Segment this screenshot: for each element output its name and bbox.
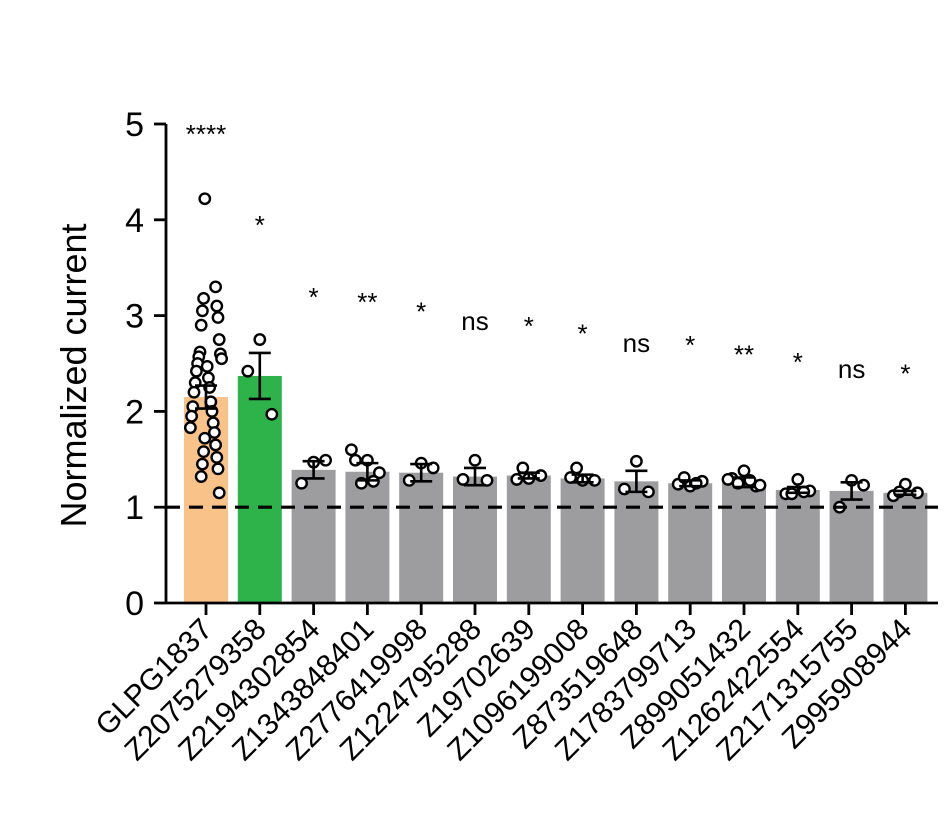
data-point xyxy=(185,409,199,423)
data-point xyxy=(911,486,924,500)
data-point xyxy=(194,470,208,483)
data-point xyxy=(211,462,225,476)
significance-label-Z1343848401: ** xyxy=(357,287,377,317)
y-tick-label: 5 xyxy=(125,106,144,144)
significance-label-GLPG1837: **** xyxy=(186,119,226,149)
data-point xyxy=(456,473,470,486)
bar-Z873519648 xyxy=(614,481,659,603)
significance-label-Z2171315755: ns xyxy=(838,354,865,384)
data-point xyxy=(253,333,267,346)
significance-label-Z1783799713: * xyxy=(685,330,695,360)
y-tick-label: 3 xyxy=(125,298,144,336)
data-point xyxy=(295,476,308,490)
y-tick-label: 4 xyxy=(125,202,144,240)
data-point xyxy=(195,457,209,471)
significance-label-Z19702639: * xyxy=(524,311,534,341)
y-tick-label: 1 xyxy=(125,489,144,527)
data-point xyxy=(183,421,197,435)
data-point xyxy=(212,333,226,346)
data-point xyxy=(197,291,211,305)
data-point xyxy=(209,280,223,294)
points-layer xyxy=(183,192,924,514)
data-point xyxy=(737,464,751,478)
data-point xyxy=(215,352,229,366)
bar-Z2776419998 xyxy=(399,472,444,603)
data-point xyxy=(198,192,212,206)
error-bars-layer xyxy=(195,351,917,501)
data-point xyxy=(753,478,767,492)
data-point xyxy=(187,385,201,399)
bar-Z2194302854 xyxy=(291,469,336,603)
data-point xyxy=(207,426,221,439)
data-point xyxy=(194,318,208,332)
data-point xyxy=(197,445,211,459)
data-point xyxy=(209,438,223,452)
category-labels-layer: GLPG1837Z2075279358Z2194302854Z134384840… xyxy=(89,613,918,767)
data-point xyxy=(791,473,805,486)
significance-label-Z2194302854: * xyxy=(309,282,319,312)
significance-label-Z1262422554: * xyxy=(793,347,803,377)
bar-Z1783799713 xyxy=(668,483,713,603)
data-point xyxy=(210,299,224,313)
data-point xyxy=(372,466,386,480)
data-point xyxy=(721,473,735,486)
significance-label-Z899051432: ** xyxy=(734,340,754,370)
y-tick-label: 2 xyxy=(125,393,144,431)
significance-label-Z2075279358: * xyxy=(255,210,265,240)
significance-label-Z1096199008: * xyxy=(578,318,588,348)
data-point xyxy=(195,304,209,318)
data-point xyxy=(210,450,224,464)
bar-Z1096199008 xyxy=(560,478,605,603)
bar-Z899051432 xyxy=(722,482,766,603)
data-point xyxy=(211,311,225,324)
data-point xyxy=(570,461,583,475)
y-tick-label: 0 xyxy=(125,585,144,623)
significance-layer: ****** ** * ns * * ns * ** * ns * xyxy=(186,119,911,389)
bar-Z1343848401 xyxy=(345,471,390,603)
data-point xyxy=(588,473,601,487)
data-point xyxy=(189,364,203,378)
data-point xyxy=(630,454,643,468)
significance-label-Z2776419998: * xyxy=(416,296,426,326)
significance-label-Z1224795288: ns xyxy=(461,306,488,336)
bar-Z1224795288 xyxy=(453,476,497,603)
significance-label-Z873519648: ns xyxy=(623,328,650,358)
data-point xyxy=(265,407,279,421)
data-point xyxy=(200,359,214,373)
bar-Z995908944 xyxy=(883,492,928,603)
data-point xyxy=(212,486,226,500)
data-point xyxy=(344,443,358,457)
bar-Z19702639 xyxy=(506,475,551,603)
data-point xyxy=(241,364,255,378)
significance-label-Z995908944: * xyxy=(900,359,910,389)
axes-layer: 0 1 2 3 4 5 xyxy=(125,106,938,623)
data-point xyxy=(468,453,482,467)
data-point xyxy=(198,431,212,445)
data-point xyxy=(480,473,494,487)
y-axis-label: Normalized current xyxy=(53,223,94,527)
